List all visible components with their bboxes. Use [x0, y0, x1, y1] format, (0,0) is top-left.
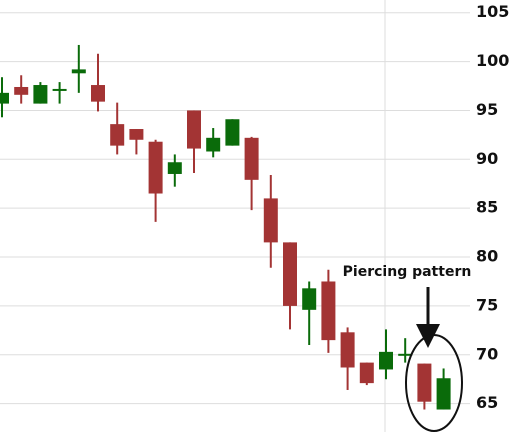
- candle-body: [52, 88, 67, 91]
- pattern-ellipse: [405, 334, 463, 432]
- candle-body: [206, 137, 221, 152]
- candle-body: [225, 119, 240, 146]
- grid: [0, 12, 470, 405]
- candle-body: [263, 198, 278, 243]
- y-tick-label: 90: [476, 149, 498, 168]
- candle-body: [71, 69, 86, 74]
- candle-body: [321, 281, 336, 341]
- candle-body: [379, 351, 393, 370]
- y-tick-label: 70: [476, 344, 498, 363]
- candle-body: [167, 162, 182, 174]
- candle-body: [436, 378, 451, 410]
- candle-body: [0, 92, 9, 104]
- candle-body: [244, 137, 259, 180]
- candle-body: [14, 86, 29, 95]
- y-tick-label: 65: [476, 393, 498, 412]
- candle-body: [417, 363, 432, 402]
- candle-body: [110, 124, 125, 146]
- candle-body: [91, 85, 105, 102]
- candle-body: [129, 129, 144, 140]
- candle-body: [340, 332, 355, 368]
- y-tick-label: 85: [476, 198, 498, 217]
- y-tick-label: 95: [476, 100, 498, 119]
- candle-body: [187, 110, 201, 149]
- candle-body: [33, 85, 48, 104]
- candles: [0, 44, 451, 410]
- y-tick-label: 105: [476, 2, 509, 21]
- candle-body: [398, 353, 413, 356]
- candle-body: [359, 362, 374, 384]
- y-tick-label: 80: [476, 247, 498, 266]
- candle-body: [302, 288, 317, 310]
- annotation: Piercing pattern: [343, 264, 472, 280]
- candle-body: [148, 141, 163, 194]
- y-tick-label: 75: [476, 295, 498, 314]
- y-tick-label: 100: [476, 51, 509, 70]
- candle-body: [283, 242, 297, 306]
